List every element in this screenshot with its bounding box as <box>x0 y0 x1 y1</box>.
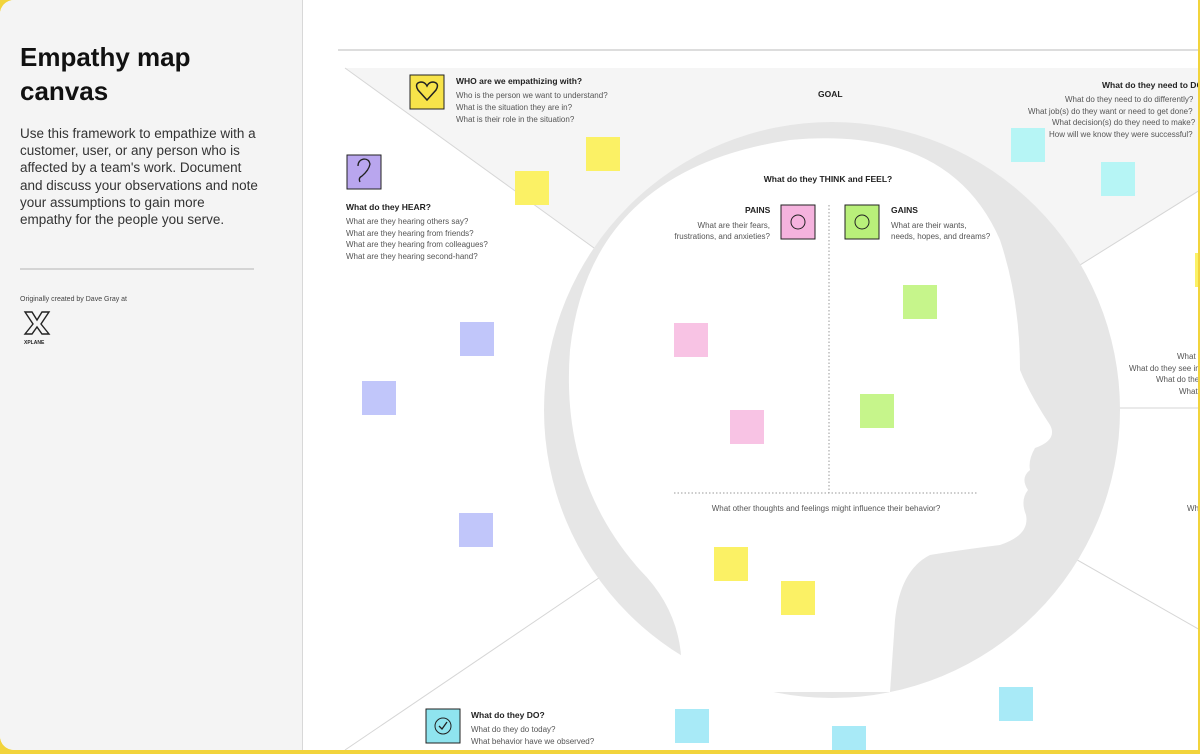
section-heading: What do they HEAR? <box>346 202 431 212</box>
section-heading: WHO are we empathizing with? <box>456 76 583 86</box>
credit: Originally created by Dave Gray at <box>20 296 127 303</box>
prompt-line: What do they see in the marketplace? <box>1129 363 1198 373</box>
icon-ear <box>346 154 382 190</box>
section-heading: What do they DO? <box>471 710 545 720</box>
canvas: WHO are we empathizing with? Who is the p… <box>303 0 1198 750</box>
prompt-line: What are their wants, <box>891 221 967 230</box>
prompt-line: What decision(s) do they need to make? <box>1052 118 1196 127</box>
description: Use this framework to empathize with a c… <box>20 126 258 228</box>
prompt-line: What is the situation they are in? <box>456 103 573 112</box>
divider <box>20 268 254 270</box>
prompt-line: What job(s) do they want or need to get … <box>1028 106 1193 116</box>
section-heading: PAINS <box>745 205 771 215</box>
prompt-line: frustrations, and anxieties? <box>674 232 770 241</box>
sidebar: Empathy map canvas Use this framework to… <box>0 0 303 750</box>
prompt-line: How will we know they were successful? <box>1049 129 1193 139</box>
prompt-line: What are their fears, <box>697 221 770 230</box>
section-heading: GAINS <box>891 205 918 215</box>
head-silhouette <box>568 138 1053 692</box>
icon-gains <box>844 204 880 240</box>
prompt-line: needs, hopes, and dreams? <box>891 232 991 241</box>
prompt-line: What other thoughts and feelings might i… <box>711 504 941 513</box>
prompt-line: Who is the person we want to understand? <box>456 91 608 100</box>
canvas-drawing <box>338 49 1198 750</box>
prompt-line: What have we heard them say? <box>1187 504 1198 513</box>
logo-icon <box>23 311 51 335</box>
prompt-line: What <box>1177 352 1196 361</box>
section-heading: What do they need to DO? <box>1102 80 1198 90</box>
icon-pains <box>780 204 816 240</box>
prompt-line: What are they hearing others say? <box>346 217 469 226</box>
icon-do <box>425 708 461 744</box>
section-heading: What do they THINK and FEEL? <box>763 174 893 184</box>
prompt-line: What is their role in the situation? <box>456 115 575 124</box>
prompt-line: What do they see around them? <box>1156 375 1198 384</box>
prompt-line: What are they hearing from friends? <box>346 228 474 238</box>
prompt-line: What do they need to do differently? <box>1065 95 1194 104</box>
prompt-line: What do they do today? <box>471 725 556 734</box>
prompt-line: What are they hearing from colleagues? <box>346 240 488 249</box>
goal-label: GOAL <box>818 89 843 99</box>
icon-heart <box>409 74 445 110</box>
sticky-notes <box>362 128 1198 750</box>
title: Empathy map canvas <box>20 42 191 106</box>
prompt-line: What can we imagine them doing? <box>471 748 594 750</box>
prompt-line: What are they hearing second-hand? <box>346 251 478 261</box>
logo-text: XPLANE <box>24 340 45 346</box>
prompt-line: What <box>1179 386 1198 396</box>
prompt-line: What behavior have we observed? <box>471 737 595 746</box>
